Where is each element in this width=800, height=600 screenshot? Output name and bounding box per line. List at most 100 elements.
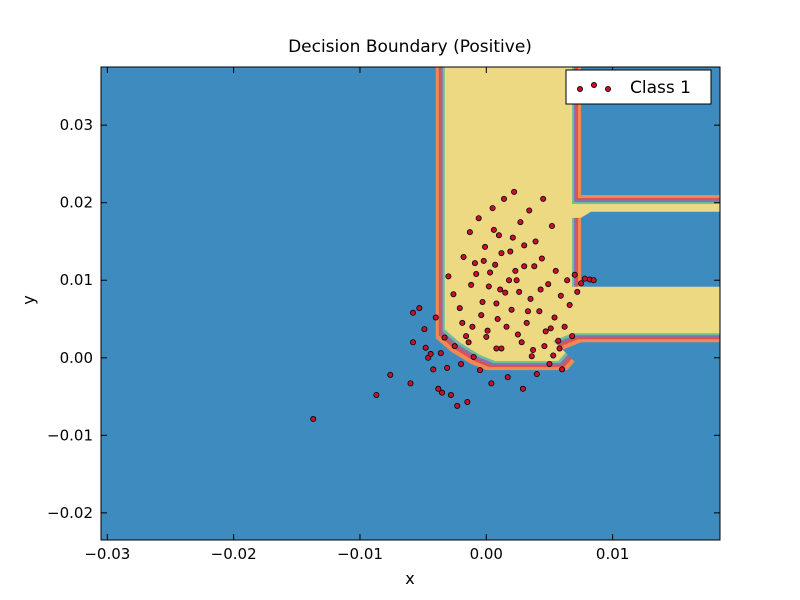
scatter-point	[551, 314, 558, 321]
y-tick-label: 0.01	[60, 271, 93, 289]
scatter-point	[464, 398, 471, 405]
x-tick-label: −0.01	[337, 545, 383, 563]
scatter-point	[427, 350, 434, 357]
scatter-point	[526, 207, 533, 214]
legend: Class 1	[565, 69, 712, 105]
y-axis-label: y	[19, 295, 38, 304]
scatter-point	[555, 337, 562, 344]
scatter-point	[528, 353, 535, 360]
scatter-point	[463, 333, 470, 340]
scatter-point	[498, 250, 505, 257]
scatter-point	[524, 308, 531, 315]
scatter-point	[542, 328, 549, 335]
scatter-point	[476, 367, 483, 374]
scatter-point	[475, 215, 482, 222]
scatter-point	[559, 366, 566, 373]
scatter-point	[460, 253, 467, 260]
scatter-point	[564, 277, 571, 284]
y-tick-label: 0.03	[60, 116, 93, 134]
legend-marker-dot	[605, 86, 612, 93]
x-axis-label: x	[405, 569, 414, 588]
scatter-point	[466, 229, 473, 236]
legend-box	[565, 69, 712, 105]
scatter-point	[490, 226, 497, 233]
legend-marker-dot	[591, 82, 598, 89]
y-axis: −0.02 −0.01 0.00 0.01 0.02 0.03	[47, 116, 720, 522]
scatter-point	[590, 277, 597, 284]
scatter-point	[416, 305, 423, 312]
scatter-point	[512, 267, 519, 274]
x-tick-label: −0.02	[211, 545, 257, 563]
scatter-point	[509, 234, 516, 241]
scatter-point	[421, 326, 428, 333]
y-tick-label: 0.00	[60, 349, 93, 367]
scatter-point	[479, 298, 486, 305]
scatter-point	[556, 345, 563, 352]
scatter-point	[487, 269, 494, 276]
y-tick-label: 0.02	[60, 194, 93, 212]
scatter-point	[451, 343, 458, 350]
scatter-point	[387, 371, 394, 378]
scatter-point	[407, 380, 414, 387]
scatter-point	[536, 308, 543, 315]
scatter-point	[552, 267, 559, 274]
scatter-point	[484, 327, 491, 334]
scatter-point	[503, 323, 510, 330]
scatter-point	[498, 345, 505, 352]
scatter-point	[538, 255, 545, 262]
chart-title: Decision Boundary (Positive)	[288, 37, 532, 57]
scatter-point	[373, 391, 380, 398]
scatter-point	[410, 309, 417, 316]
scatter-point	[574, 288, 581, 295]
scatter-point	[485, 283, 492, 290]
scatter-point	[458, 360, 465, 367]
scatter-point	[422, 344, 429, 351]
scatter-point	[441, 334, 448, 341]
scatter-point	[523, 319, 530, 326]
scatter-point	[541, 343, 548, 350]
scatter-point	[506, 277, 513, 284]
scatter-point	[504, 374, 511, 381]
scatter-point	[459, 319, 466, 326]
x-tick-label: −0.03	[84, 545, 130, 563]
scatter-point	[454, 402, 461, 409]
legend-marker-dot	[577, 86, 584, 93]
scatter-point	[548, 222, 555, 229]
scatter-point	[571, 271, 578, 278]
scatter-point	[494, 316, 501, 323]
scatter-point	[447, 391, 454, 398]
scatter-point	[547, 325, 554, 332]
plot-area	[101, 67, 720, 540]
scatter-point	[507, 248, 514, 255]
y-tick-label: −0.01	[47, 426, 93, 444]
scatter-point	[545, 281, 552, 288]
scatter-point	[469, 323, 476, 330]
y-tick-label: −0.02	[47, 504, 93, 522]
scatter-point	[465, 339, 472, 346]
scatter-point	[473, 271, 480, 278]
scatter-point	[432, 314, 439, 321]
scatter-point	[483, 333, 490, 340]
scatter-point	[550, 352, 557, 359]
scatter-point	[445, 273, 452, 280]
scatter-point	[493, 345, 500, 352]
scatter-point	[410, 339, 417, 346]
scatter-point	[511, 188, 518, 195]
scatter-points	[310, 188, 597, 423]
scatter-point	[513, 277, 520, 284]
scatter-point	[492, 261, 499, 268]
scatter-point	[514, 331, 521, 338]
scatter-point	[470, 354, 477, 361]
scatter-point	[531, 263, 538, 270]
scatter-point	[521, 242, 528, 249]
scatter-point	[444, 364, 451, 371]
scatter-point	[471, 260, 478, 267]
scatter-point	[482, 243, 489, 250]
scatter-point	[517, 219, 524, 226]
scatter-point	[430, 366, 437, 373]
x-axis: −0.03 −0.02 −0.01 0.00 0.01	[84, 67, 629, 563]
scatter-point	[530, 347, 537, 354]
scatter-point	[546, 360, 553, 367]
scatter-point	[437, 350, 444, 357]
